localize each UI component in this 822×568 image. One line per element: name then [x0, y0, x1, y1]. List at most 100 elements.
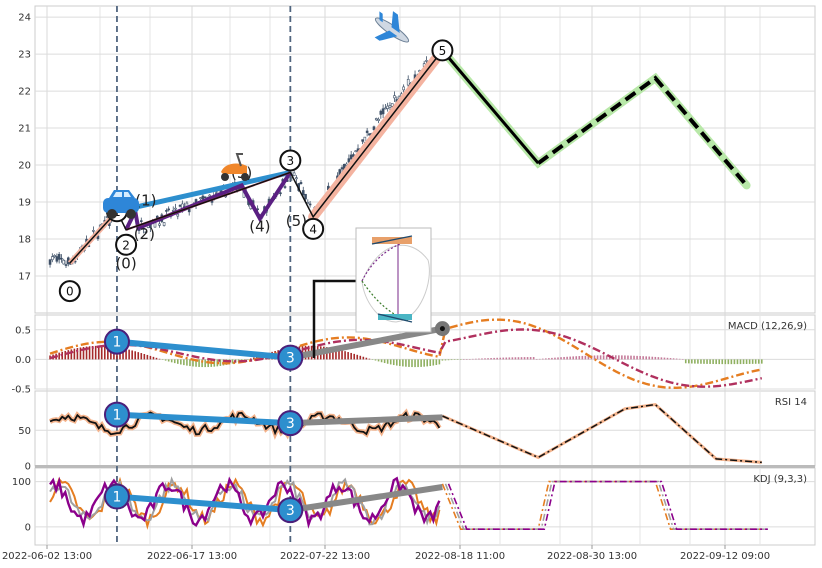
macd-histogram-bar — [195, 359, 197, 367]
thumbnail-outline — [361, 244, 430, 323]
macd-histogram-bar — [584, 355, 587, 360]
continuation-line — [290, 414, 443, 427]
candle-body — [162, 222, 166, 226]
macd-histogram-bar — [73, 348, 76, 360]
macd-histogram-bar — [432, 359, 435, 366]
candle-body — [57, 253, 61, 260]
y-tick-label: 50 — [18, 426, 31, 437]
macd-histogram-bar — [374, 359, 377, 361]
macd-histogram-bar — [362, 356, 365, 360]
macd-histogram-bar — [198, 359, 200, 367]
macd-histogram-bar — [371, 359, 374, 360]
macd-histogram-bar — [639, 356, 641, 360]
y-tick-label: 17 — [18, 272, 31, 283]
wave-point-marker — [58, 280, 81, 303]
macd-histogram-bar — [633, 355, 635, 360]
macd-histogram-bar — [730, 359, 733, 365]
macd-histogram-bar — [624, 355, 626, 360]
candle-body — [304, 193, 307, 200]
macd-histogram-bar — [715, 359, 717, 365]
macd-histogram-bar — [697, 359, 699, 364]
candle-body — [308, 203, 312, 206]
macd-histogram-bar — [128, 349, 130, 360]
car-wheel — [126, 209, 136, 219]
divergence-line — [116, 411, 291, 427]
sub-wave-label: (5) — [286, 212, 307, 230]
macd-histogram-bar — [736, 359, 739, 365]
candle-body — [201, 195, 205, 200]
thumbnail-band-line — [377, 313, 413, 323]
divergence-line — [116, 493, 291, 514]
divergence-marker — [103, 401, 130, 428]
sub-wave-label: (4) — [249, 218, 270, 236]
macd-histogram-bar — [672, 358, 675, 360]
candle-body — [292, 172, 296, 176]
connector-line — [312, 279, 356, 358]
y-tick-label: 0 — [25, 462, 31, 473]
car-window — [113, 192, 122, 197]
macd-histogram-bar — [426, 359, 429, 367]
wave-point-marker — [115, 233, 138, 256]
y-tick-label: 24 — [18, 13, 31, 24]
macd-histogram-bar — [541, 358, 544, 360]
macd-histogram-bar — [630, 355, 632, 360]
macd-end-point-dot — [439, 326, 445, 332]
macd-histogram-bar — [97, 345, 100, 360]
wave-point-label: 2 — [122, 238, 130, 252]
macd-histogram-bar — [472, 358, 474, 360]
y-tick-label: 0.5 — [15, 325, 31, 336]
divergence-marker — [277, 497, 304, 524]
macd-histogram-bar — [444, 359, 447, 361]
divergence-marker-label: 1 — [112, 335, 121, 351]
macd-histogram-bar — [496, 357, 498, 360]
macd-histogram-bar — [125, 348, 127, 360]
macd-histogram-bar — [338, 349, 340, 360]
kdj-projection — [447, 480, 768, 530]
wave-point-marker — [431, 39, 454, 62]
x-tick-label: 2022-08-18 11:00 — [415, 551, 505, 562]
candle-body — [279, 192, 282, 195]
y-tick-label: 19 — [18, 198, 31, 209]
macd-histogram-bar — [478, 358, 480, 360]
candle-body — [144, 231, 148, 234]
macd-histogram-bar — [554, 357, 556, 360]
candle-body — [55, 256, 59, 262]
macd-histogram-bar — [164, 359, 167, 361]
macd-histogram-bar — [560, 357, 562, 360]
macd-histogram-bar — [438, 359, 441, 365]
macd-histogram-bar — [596, 355, 599, 360]
macd-histogram-bar — [605, 355, 608, 360]
candle-body — [178, 204, 182, 207]
macd-histogram-bar — [131, 350, 133, 360]
macd-histogram-bar — [517, 357, 520, 360]
macd-histogram-bar — [213, 359, 216, 367]
macd-histogram-bar — [578, 356, 581, 360]
macd-histogram-bar — [201, 359, 203, 368]
macd-histogram-bar — [411, 359, 413, 368]
macd-histogram-bar — [64, 350, 67, 360]
macd-histogram-bar — [335, 348, 337, 360]
x-tick-label: 2022-07-22 13:00 — [280, 551, 370, 562]
candle-body — [425, 60, 428, 62]
macd-histogram-bar — [687, 359, 690, 364]
projection-solid — [441, 49, 540, 165]
wave-point-label: 5 — [439, 44, 447, 58]
macd-histogram-bar — [614, 355, 617, 360]
macd-histogram-bar — [386, 359, 389, 364]
wave-point-label: 0 — [66, 285, 74, 299]
divergence-marker-label: 1 — [112, 408, 121, 424]
sub-wave-label: (2) — [134, 225, 155, 243]
macd-histogram-bar — [100, 345, 103, 360]
macd-histogram-bar — [742, 359, 745, 365]
candle-body — [64, 264, 68, 266]
continuation-line — [289, 325, 443, 361]
macd-histogram-bar — [475, 358, 477, 360]
macd-histogram-bar — [58, 352, 60, 360]
airplane-tail — [379, 11, 383, 23]
candle-body — [377, 118, 380, 121]
macd-histogram-bar — [103, 345, 106, 360]
macd-histogram-bar — [563, 356, 565, 360]
divergence-line — [116, 338, 291, 361]
macd-histogram-bar — [551, 357, 553, 360]
